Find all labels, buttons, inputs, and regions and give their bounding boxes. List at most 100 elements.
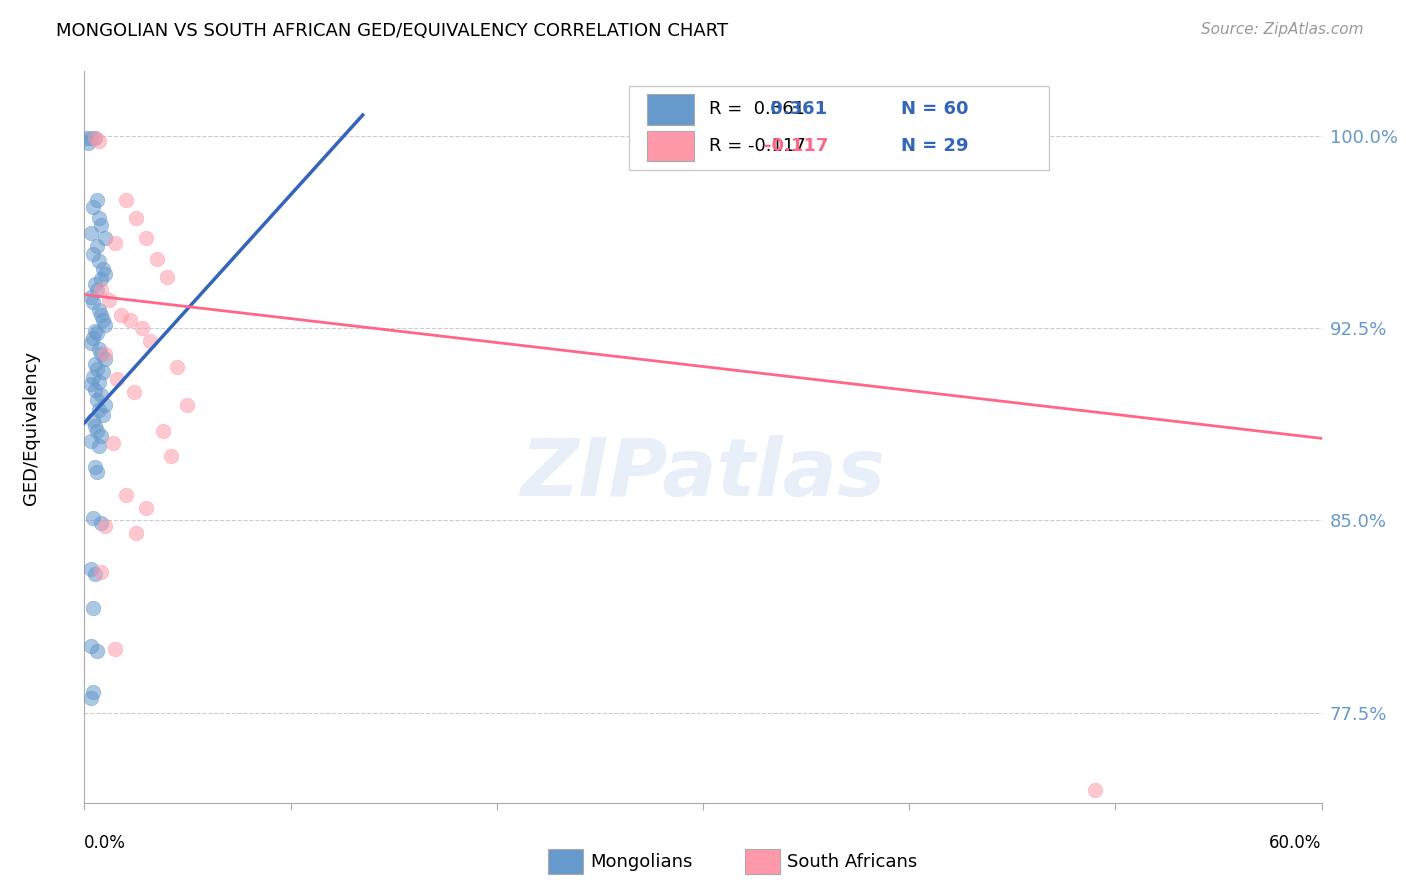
Point — [82, 246, 104, 260]
Point — [83, 131, 105, 145]
Point — [87, 134, 110, 148]
Point — [82, 331, 104, 345]
Point — [135, 231, 157, 245]
Point — [79, 226, 101, 240]
Point — [105, 372, 128, 386]
Point — [87, 342, 110, 356]
Text: R = -0.117: R = -0.117 — [709, 137, 806, 155]
Point — [79, 690, 101, 705]
Point — [91, 313, 114, 327]
Text: -0.117: -0.117 — [763, 137, 828, 155]
Point — [90, 388, 112, 402]
Text: 0.0%: 0.0% — [84, 834, 127, 852]
Point — [1084, 783, 1107, 797]
Point — [122, 385, 145, 400]
Point — [82, 369, 104, 384]
Point — [103, 436, 125, 450]
Point — [152, 424, 174, 438]
Point — [82, 413, 104, 427]
Point — [176, 398, 198, 412]
Point — [94, 351, 117, 366]
Point — [86, 193, 108, 207]
Point — [82, 295, 104, 310]
Point — [91, 262, 114, 277]
Point — [86, 283, 108, 297]
Text: R =  0.361: R = 0.361 — [709, 101, 806, 119]
Text: Source: ZipAtlas.com: Source: ZipAtlas.com — [1201, 22, 1364, 37]
Point — [114, 488, 136, 502]
Point — [90, 346, 112, 360]
Point — [79, 290, 101, 304]
FancyBboxPatch shape — [628, 86, 1049, 170]
Point — [94, 231, 117, 245]
Point — [86, 465, 108, 479]
Point — [86, 326, 108, 340]
Point — [75, 131, 97, 145]
Point — [125, 211, 148, 225]
Point — [83, 459, 105, 474]
Point — [87, 439, 110, 453]
Point — [94, 267, 117, 281]
Point — [156, 269, 179, 284]
Point — [90, 283, 112, 297]
Point — [79, 562, 101, 576]
Point — [86, 362, 108, 376]
Text: ZIPatlas: ZIPatlas — [520, 434, 886, 513]
Point — [91, 409, 114, 423]
Point — [90, 308, 112, 322]
Point — [90, 565, 112, 579]
Point — [139, 334, 162, 348]
Point — [87, 303, 110, 318]
Point — [90, 219, 112, 233]
Text: Mongolians: Mongolians — [591, 853, 693, 871]
Point — [110, 308, 132, 322]
Point — [94, 318, 117, 333]
Text: 60.0%: 60.0% — [1270, 834, 1322, 852]
Point — [82, 200, 104, 214]
Point — [90, 516, 112, 530]
Point — [83, 324, 105, 338]
Bar — [647, 130, 695, 161]
Point — [98, 293, 121, 307]
Point — [79, 336, 101, 351]
Point — [94, 398, 117, 412]
Point — [79, 434, 101, 448]
Point — [82, 600, 104, 615]
Point — [83, 131, 105, 145]
Point — [131, 321, 153, 335]
Point — [86, 644, 108, 658]
Point — [79, 131, 101, 145]
Point — [86, 424, 108, 438]
Point — [86, 392, 108, 407]
Point — [114, 193, 136, 207]
Point — [160, 450, 183, 464]
Point — [83, 418, 105, 433]
Point — [94, 346, 117, 360]
Point — [90, 429, 112, 443]
Text: MONGOLIAN VS SOUTH AFRICAN GED/EQUIVALENCY CORRELATION CHART: MONGOLIAN VS SOUTH AFRICAN GED/EQUIVALEN… — [56, 22, 728, 40]
Text: GED/Equivalency: GED/Equivalency — [22, 351, 39, 505]
Point — [83, 277, 105, 292]
Point — [118, 313, 141, 327]
Point — [145, 252, 167, 266]
Point — [125, 526, 148, 541]
Point — [87, 403, 110, 417]
Point — [79, 639, 101, 653]
Text: South Africans: South Africans — [787, 853, 918, 871]
Point — [104, 641, 127, 656]
Point — [94, 518, 117, 533]
Point — [87, 211, 110, 225]
Point — [83, 357, 105, 371]
Text: 0.361: 0.361 — [763, 101, 827, 119]
Point — [104, 236, 127, 251]
Bar — [647, 94, 695, 125]
Point — [86, 239, 108, 253]
Text: N = 60: N = 60 — [901, 101, 969, 119]
Point — [83, 383, 105, 397]
Point — [166, 359, 188, 374]
Point — [87, 254, 110, 268]
Point — [91, 365, 114, 379]
Text: N = 29: N = 29 — [901, 137, 969, 155]
Point — [79, 377, 101, 392]
Point — [90, 272, 112, 286]
